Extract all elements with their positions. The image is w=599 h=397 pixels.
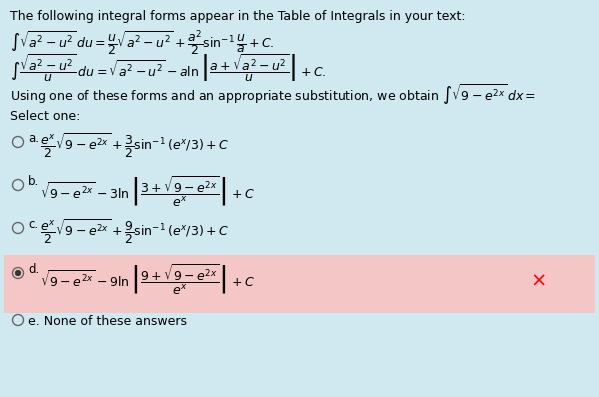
Text: b.: b. <box>28 175 40 188</box>
Text: $\dfrac{e^{x}}{2}\sqrt{9 - e^{2x}} + \dfrac{3}{2}\sin^{-1}(e^{x}/3) + C$: $\dfrac{e^{x}}{2}\sqrt{9 - e^{2x}} + \df… <box>40 132 229 160</box>
Text: Select one:: Select one: <box>10 110 80 123</box>
Text: a.: a. <box>28 132 39 145</box>
Text: $\dfrac{e^{x}}{2}\sqrt{9 - e^{2x}} + \dfrac{9}{2}\sin^{-1}(e^{x}/3) + C$: $\dfrac{e^{x}}{2}\sqrt{9 - e^{2x}} + \df… <box>40 218 229 246</box>
Text: d.: d. <box>28 263 40 276</box>
FancyBboxPatch shape <box>4 255 595 313</box>
Text: $\int \sqrt{a^2 - u^2}\, du = \dfrac{u}{2}\sqrt{a^2 - u^2} + \dfrac{a^2}{2}\sin^: $\int \sqrt{a^2 - u^2}\, du = \dfrac{u}{… <box>10 28 274 58</box>
Text: $\sqrt{9-e^{2x}} - 3\ln\left|\dfrac{3+\sqrt{9-e^{2x}}}{e^{x}}\right| + C$: $\sqrt{9-e^{2x}} - 3\ln\left|\dfrac{3+\s… <box>40 175 255 210</box>
Text: The following integral forms appear in the Table of Integrals in your text:: The following integral forms appear in t… <box>10 10 465 23</box>
Text: $\int \dfrac{\sqrt{a^2-u^2}}{u}\, du = \sqrt{a^2 - u^2} - a\ln\left|\dfrac{a+\sq: $\int \dfrac{\sqrt{a^2-u^2}}{u}\, du = \… <box>10 52 326 84</box>
Text: c.: c. <box>28 218 38 231</box>
Circle shape <box>15 270 21 276</box>
Text: Using one of these forms and an appropriate substitution, we obtain $\int \sqrt{: Using one of these forms and an appropri… <box>10 82 536 107</box>
Text: $\sqrt{9-e^{2x}} - 9\ln\left|\dfrac{9+\sqrt{9-e^{2x}}}{e^{x}}\right| + C$: $\sqrt{9-e^{2x}} - 9\ln\left|\dfrac{9+\s… <box>40 263 255 297</box>
Text: e. None of these answers: e. None of these answers <box>28 315 187 328</box>
Text: $\times$: $\times$ <box>530 271 546 290</box>
